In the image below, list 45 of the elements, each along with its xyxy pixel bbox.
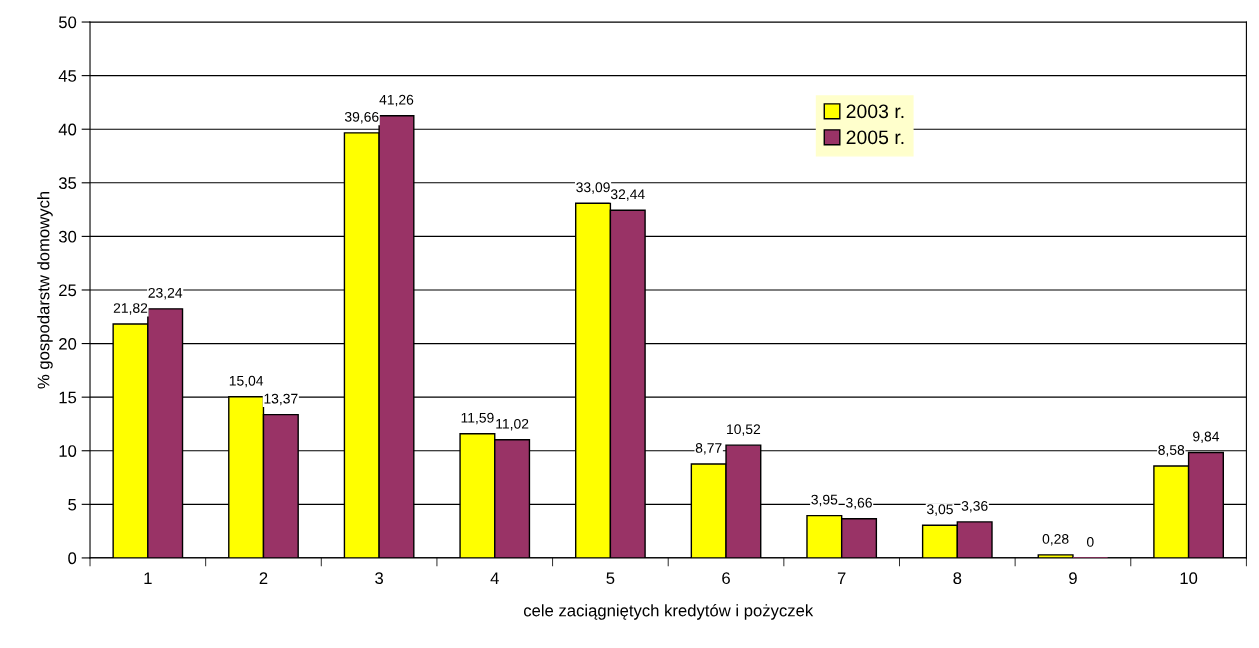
data-label: 9,84 [1193, 431, 1220, 444]
y-tick-label: 25 [59, 284, 77, 297]
y-tick-label: 40 [58, 123, 77, 136]
y-tick-label: 5 [68, 498, 77, 511]
data-label: 3,36 [961, 501, 988, 513]
y-tick-label: 45 [58, 70, 77, 82]
data-label: 15,04 [229, 375, 264, 388]
y-tick-label: 30 [58, 230, 77, 243]
x-tick-label: 10 [1180, 572, 1198, 585]
x-tick-label: 5 [606, 572, 615, 585]
y-tick-label: 10 [59, 445, 77, 457]
x-tick-label: 4 [490, 572, 499, 584]
data-label: 33,09 [576, 182, 610, 194]
x-tick-label: 9 [1069, 572, 1077, 585]
data-label: 8,58 [1158, 445, 1185, 457]
data-label: 11,59 [461, 412, 494, 425]
x-tick-label: 6 [722, 572, 730, 585]
x-tick-label: 2 [259, 572, 268, 584]
data-label: 21,82 [113, 303, 148, 315]
y-tick-label: 20 [59, 337, 77, 350]
data-label: 41,26 [379, 94, 414, 107]
legend-label: 2003 r. [846, 104, 904, 119]
data-label: 3,05 [926, 504, 953, 516]
x-tick-label: 7 [837, 572, 846, 584]
data-label: 13,37 [264, 393, 298, 406]
data-label: 10,52 [727, 424, 761, 436]
data-label: 3,95 [811, 494, 838, 507]
x-tick-label: 8 [953, 572, 962, 585]
data-label: 0,28 [1042, 534, 1069, 546]
y-tick-label: 50 [58, 16, 77, 29]
data-label: 8,77 [695, 443, 722, 455]
x-tick-label: 3 [375, 572, 384, 585]
y-tick-label: 0 [68, 552, 77, 565]
data-label: 11,02 [496, 418, 529, 431]
y-tick-label: 35 [58, 177, 77, 189]
x-tick-label: 1 [144, 572, 152, 584]
data-label: 3,66 [846, 497, 872, 510]
x-axis-title: cele zaciągniętych kredytów i pożyczek [523, 604, 814, 620]
data-label: 32,44 [610, 189, 645, 201]
y-axis-title: % gospodarstw domowych [37, 191, 53, 389]
y-tick-label: 15 [59, 391, 77, 404]
data-label: 23,24 [148, 287, 183, 300]
legend-label: 2005 r. [846, 130, 904, 145]
data-label: 0 [1086, 537, 1094, 547]
data-label: 39,66 [344, 111, 379, 124]
